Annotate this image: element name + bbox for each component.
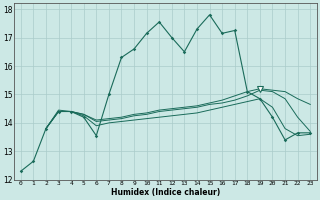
X-axis label: Humidex (Indice chaleur): Humidex (Indice chaleur): [111, 188, 220, 197]
